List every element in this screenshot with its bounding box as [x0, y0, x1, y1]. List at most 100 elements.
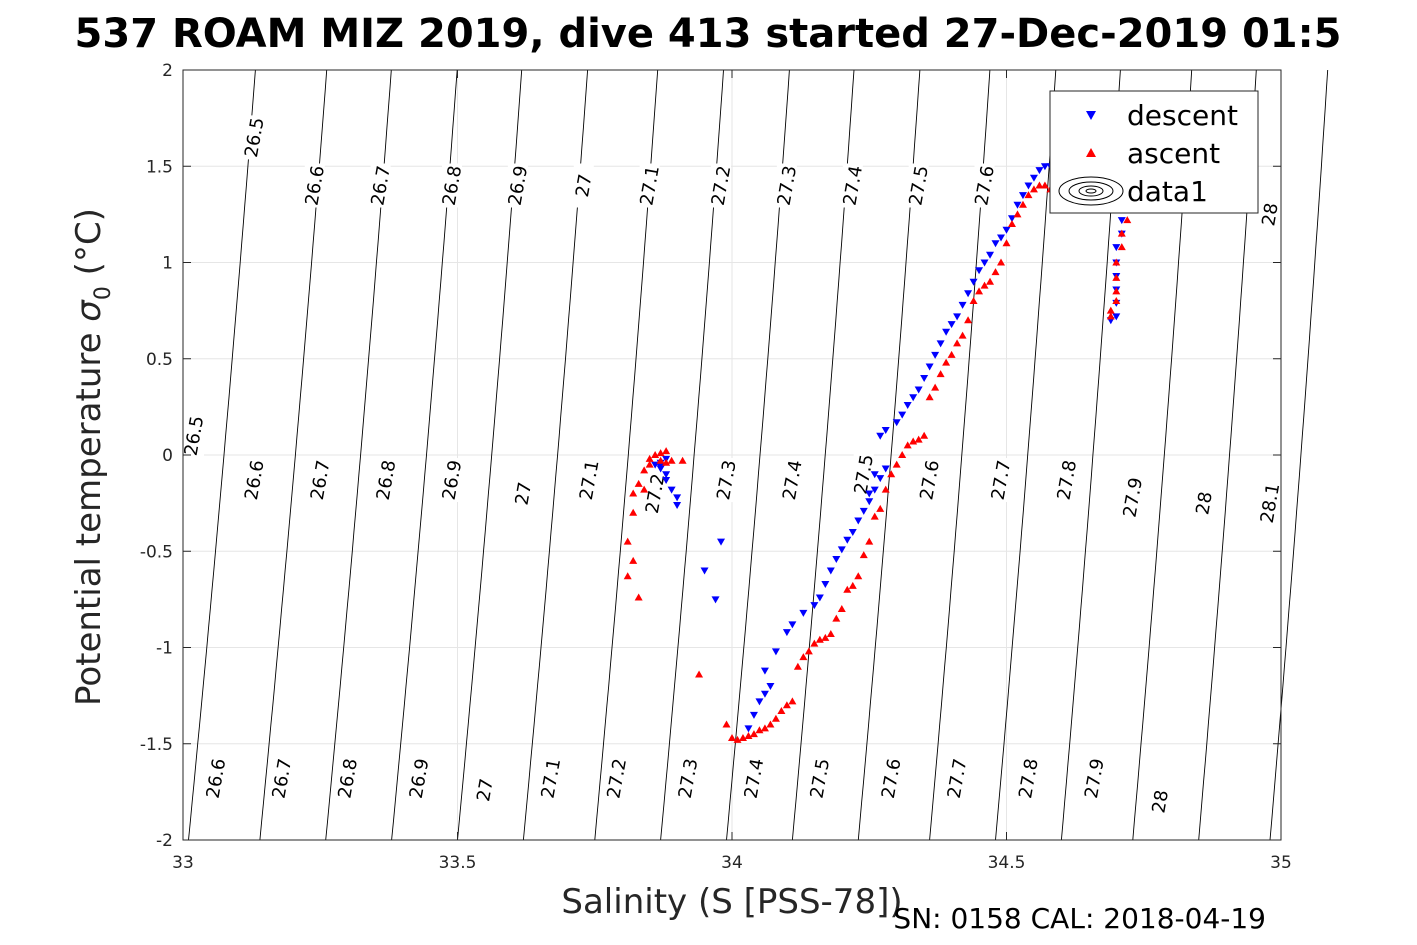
ascent-point — [1117, 243, 1126, 251]
contour-label-bg — [540, 756, 561, 801]
descent-point — [760, 667, 769, 675]
ascent-point — [755, 726, 764, 734]
contour-label-bg — [409, 756, 430, 801]
descent-point — [881, 465, 890, 473]
descent-point — [925, 363, 934, 371]
descent-point — [964, 290, 973, 298]
descent-point — [914, 386, 923, 394]
ascent-point — [656, 456, 665, 464]
ascent-point — [1123, 216, 1132, 224]
contour-label: 27 — [572, 172, 597, 198]
contour-label-bg — [809, 756, 830, 801]
ascent-point — [997, 258, 1006, 266]
ascent-point — [1002, 239, 1011, 247]
ascent-point — [980, 281, 989, 289]
ascent-point — [634, 593, 643, 601]
contour-label-bg — [947, 756, 968, 801]
ascent-point — [821, 633, 830, 641]
ascent-point — [887, 470, 896, 478]
contour-label-bg — [271, 756, 292, 801]
descent-point — [711, 596, 720, 604]
descent-point — [953, 313, 962, 321]
legend-data1-marker — [1058, 176, 1124, 206]
descent-point — [662, 471, 671, 479]
descent-point — [1112, 313, 1121, 321]
contour-label: 27 — [473, 777, 498, 803]
contour-label-bg — [579, 458, 600, 503]
descent-point — [1002, 226, 1011, 234]
descent-point — [997, 234, 1006, 242]
ascent-point — [925, 393, 934, 401]
descent-point — [876, 432, 885, 440]
contour-label: 28 — [1258, 201, 1283, 227]
descent-point — [717, 538, 726, 546]
y-tick-label: 2 — [162, 61, 173, 81]
ascent-point — [947, 350, 956, 358]
ascent-point — [634, 479, 643, 487]
ascent-point — [909, 437, 918, 445]
ascent-point — [953, 339, 962, 347]
contour-label-bg — [507, 163, 528, 208]
contour-label: 28 — [1192, 490, 1217, 516]
contour-label-bg — [573, 163, 594, 208]
ascent-point — [629, 508, 638, 516]
descent-point — [854, 517, 863, 525]
descent-point — [832, 555, 841, 563]
contour-label-bg — [370, 163, 391, 208]
ascent-point — [629, 556, 638, 564]
contour-label-bg — [908, 163, 929, 208]
contour-label-bg — [639, 163, 660, 208]
descent-point — [749, 711, 758, 719]
ascent-point — [695, 670, 704, 678]
ascent-point — [870, 512, 879, 520]
contour-label-bg — [743, 756, 764, 801]
y-tick-label: 1 — [162, 254, 173, 274]
ascent-point — [832, 614, 841, 622]
y-axis-label-main: Potential temperature — [69, 322, 109, 706]
descent-point — [771, 648, 780, 656]
ascent-point — [760, 724, 769, 732]
ascent-point — [876, 504, 885, 512]
contour-label-bg — [1018, 756, 1039, 801]
contour-label-bg — [782, 458, 803, 503]
ascent-point — [629, 489, 638, 497]
descent-point — [991, 240, 1000, 248]
ascent-point — [942, 358, 951, 366]
descent-point — [870, 471, 879, 479]
ascent-point — [964, 316, 973, 324]
ascent-point — [662, 447, 671, 455]
descent-point — [881, 426, 890, 434]
contour-label-bg — [645, 471, 666, 516]
descent-point — [1024, 182, 1033, 190]
contour-label-bg — [776, 163, 797, 208]
contour-label-bg — [974, 163, 995, 208]
contour-label-bg — [244, 115, 265, 160]
contour-label: 27 — [512, 480, 537, 506]
ascent-point — [799, 653, 808, 661]
descent-point — [673, 502, 682, 510]
y-tick-label: -1.5 — [140, 735, 173, 755]
ascent-point — [991, 268, 1000, 276]
ascent-point — [728, 733, 736, 741]
contour-label-bg — [678, 756, 699, 801]
descent-point — [843, 536, 852, 544]
ascent-point — [645, 454, 654, 462]
contour-label-bg — [337, 756, 358, 801]
descent-point — [1117, 217, 1126, 225]
y-tick-label: -0.5 — [140, 542, 173, 562]
contour-label-bg — [310, 458, 331, 503]
ascent-point — [815, 635, 824, 643]
descent-point — [815, 594, 824, 602]
footer-serial-cal: SN: 0158 CAL: 2018-04-19 — [893, 902, 1266, 935]
ascent-point — [969, 297, 978, 304]
x-tick-label: 33 — [172, 853, 194, 873]
ascent-point — [667, 456, 676, 464]
legend-box — [1049, 90, 1259, 214]
descent-point — [892, 419, 901, 427]
x-tick-label: 33.5 — [439, 853, 477, 873]
contour-label-bg — [606, 756, 627, 801]
ascent-point — [804, 647, 813, 655]
legend-descent-marker — [1086, 111, 1096, 120]
descent-point — [865, 498, 874, 506]
ascent-point — [640, 466, 649, 474]
